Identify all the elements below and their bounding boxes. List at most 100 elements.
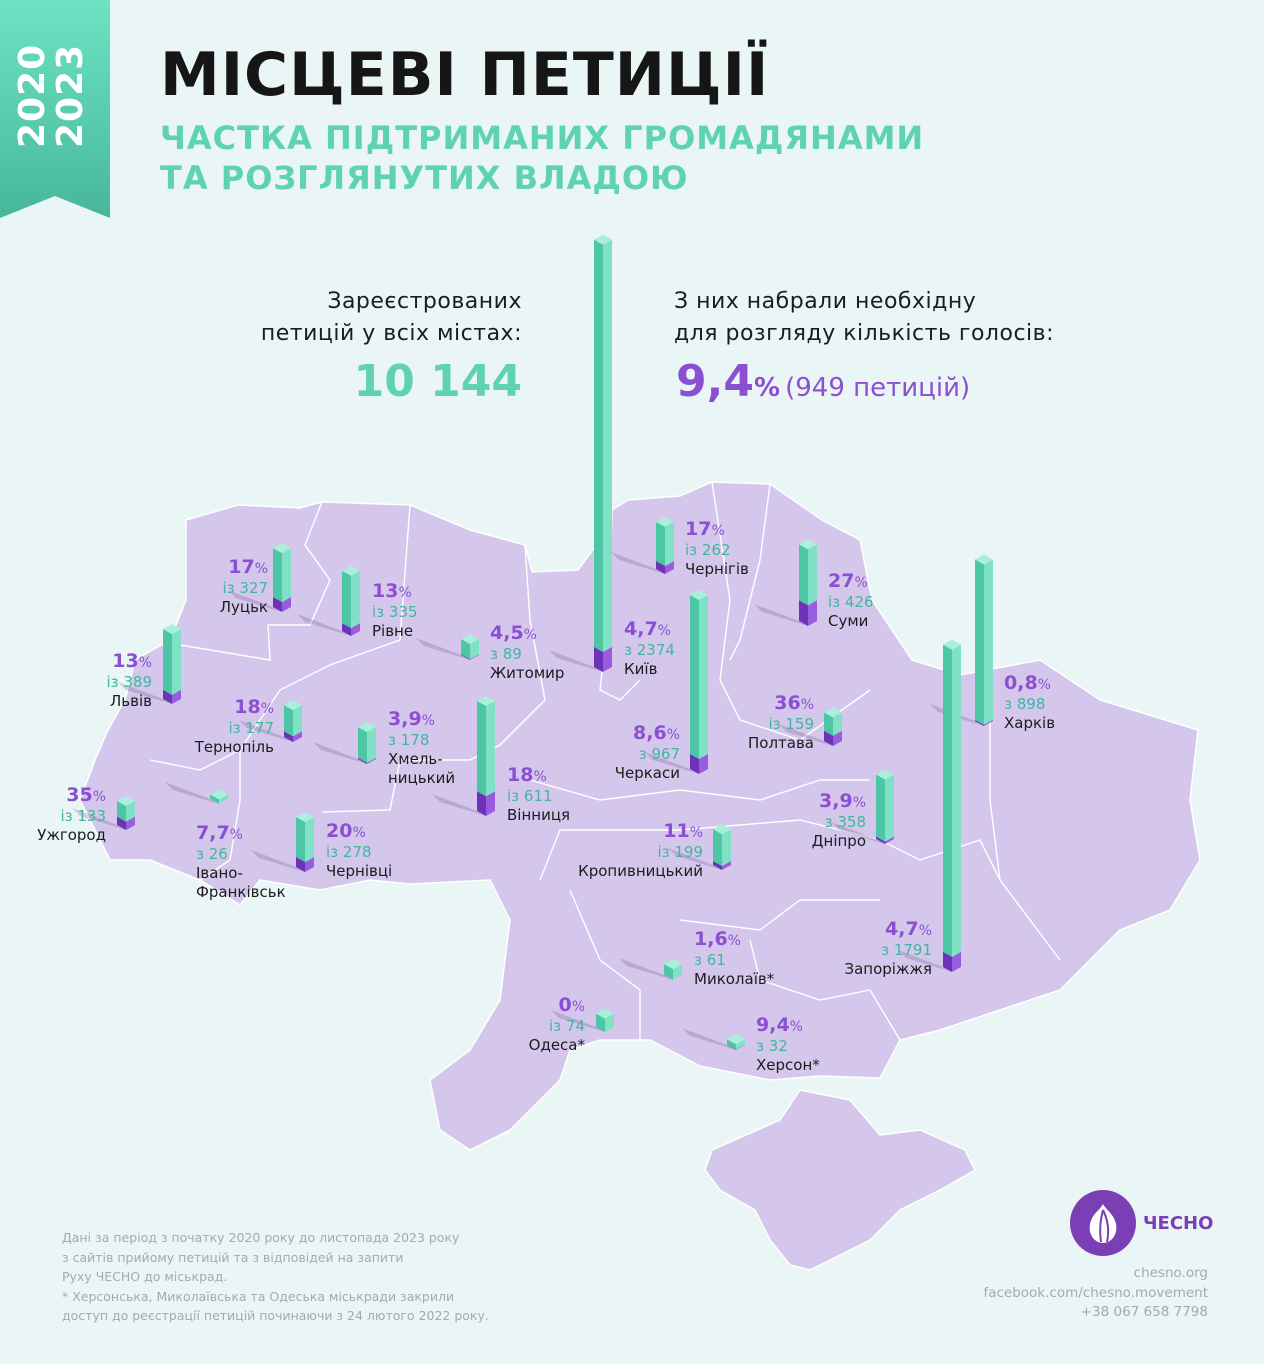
bar-4 [549,234,612,672]
bar-shadow [165,782,219,804]
city-name: ницький [388,769,456,787]
bar-16 [251,811,314,872]
city-pct: 8,6% [633,722,680,744]
city-name: Херсон* [756,1056,820,1074]
city-name: Житомир [490,664,565,682]
bar-5 [611,516,674,574]
subtitle-line-1: ЧАСТКА ПІДТРИМАНИХ ГРОМАДЯНАМИ [160,119,925,157]
bar-supported-left [284,731,293,742]
city-total: з 61 [694,951,726,969]
bar-shadow [251,850,305,872]
supported-share: 9,4% (949 петицій) [676,356,970,407]
city-label: 4,5% з 89 Житомир [490,624,564,683]
city-name: Миколаїв* [694,970,775,988]
footnote-line: * Херсонська, Миколаївська та Одеська мі… [62,1288,455,1304]
bar-shadow [898,950,952,972]
bar-total-top [284,700,302,711]
supported-label-line-1: З них набрали необхідну [674,289,977,314]
city-pct: 11% [663,820,703,842]
bar-total-right [605,1013,614,1032]
phone-number: +38 067 658 7798 [1080,1304,1208,1320]
city-name: Кропивницький [578,862,703,880]
city-pct: 7,7% [196,822,243,844]
bar-total-top [664,959,682,970]
city-total: із 74 [549,1017,585,1035]
city-total: із 262 [685,541,731,559]
bar-supported-right [305,856,314,872]
city-label: 7,7% з 26 Івано- Франківськ [196,824,286,902]
city-name: Харків [1004,714,1056,732]
city-pct: 0,8% [1004,672,1051,694]
bar-supported-left [943,951,952,972]
bar-shadow [779,724,833,746]
bar-total-right [305,816,314,862]
bar-6 [754,539,817,626]
bar-supported-left [713,861,722,870]
bar-total-left [876,774,885,842]
bar-shadow [297,614,351,636]
bar-15 [165,782,228,804]
bars-layer [72,234,993,1050]
page-title: МІСЦЕВІ ПЕТИЦІЇ [160,40,770,110]
city-total: із 278 [326,843,372,861]
bar-shadow [228,590,282,612]
city-total: із 327 [222,579,268,597]
bar-total-left [713,829,722,867]
city-name: Тернопіль [194,738,274,756]
bar-shadow [611,552,665,574]
bar-total-left [975,559,984,725]
garlic-icon [1089,1204,1117,1243]
city-total: з 1791 [881,941,932,959]
footnote: Дані за період з початку 2020 року до ли… [62,1228,489,1326]
bar-supported-right [736,1044,745,1050]
facebook-link[interactable]: facebook.com/chesno.movement [983,1284,1208,1301]
bar-17 [831,769,894,844]
bar-supported-left [461,654,470,660]
city-total: з 358 [824,813,866,831]
bar-total-right [470,638,479,660]
bar-supported-right [282,596,291,612]
city-pct: 36% [774,692,814,714]
bar-total-left [664,964,673,980]
city-label: 0% із 74 Одеса* [529,996,585,1055]
footnote-line: доступ до реєстрації петицій починаючи з… [62,1308,489,1323]
bar-shadow [118,682,172,704]
bar-total-right [351,570,360,629]
city-total: із 199 [657,843,703,861]
bar-total-right [367,726,376,763]
bar-supported-right [172,689,181,704]
bar-3 [416,633,479,660]
bar-shadow [416,638,470,660]
city-label: 4,7% з 1791 Запоріжжя [844,920,932,979]
bar-shadow [645,752,699,774]
city-total: із 133 [60,807,106,825]
bar-total-right [699,594,708,760]
bar-total-right [219,794,228,804]
city-pct: 27% [828,570,868,592]
bar-total-left [943,644,952,957]
crimea-shape [704,1089,976,1271]
bar-supported-right [293,731,302,742]
city-label: 1,6% з 61 Миколаїв* [694,930,774,989]
bar-11 [432,696,495,816]
bar-shadow [549,650,603,672]
bar-9 [239,700,302,742]
bar-supported-right [833,730,842,746]
bar-total-right [808,544,817,606]
page-subtitle: ЧАСТКА ПІДТРИМАНИХ ГРОМАДЯНАМИ ТА РОЗГЛЯ… [160,118,924,198]
bar-supported-left [594,646,603,672]
bar-total-right [665,521,674,566]
city-pct: 18% [234,696,274,718]
city-name: Суми [828,612,869,630]
bar-supported-left [799,600,808,626]
bar-19 [898,639,961,972]
bar-10 [313,721,376,764]
city-name: Івано- [196,864,243,882]
bar-shadow [432,794,486,816]
city-total: із 159 [768,715,814,733]
city-pct: 17% [228,556,268,578]
site-link[interactable]: chesno.org [1133,1265,1208,1281]
city-pct: 4,7% [624,618,671,640]
city-pct: 17% [685,518,725,540]
city-label: 8,6% з 967 Черкаси [615,724,680,783]
